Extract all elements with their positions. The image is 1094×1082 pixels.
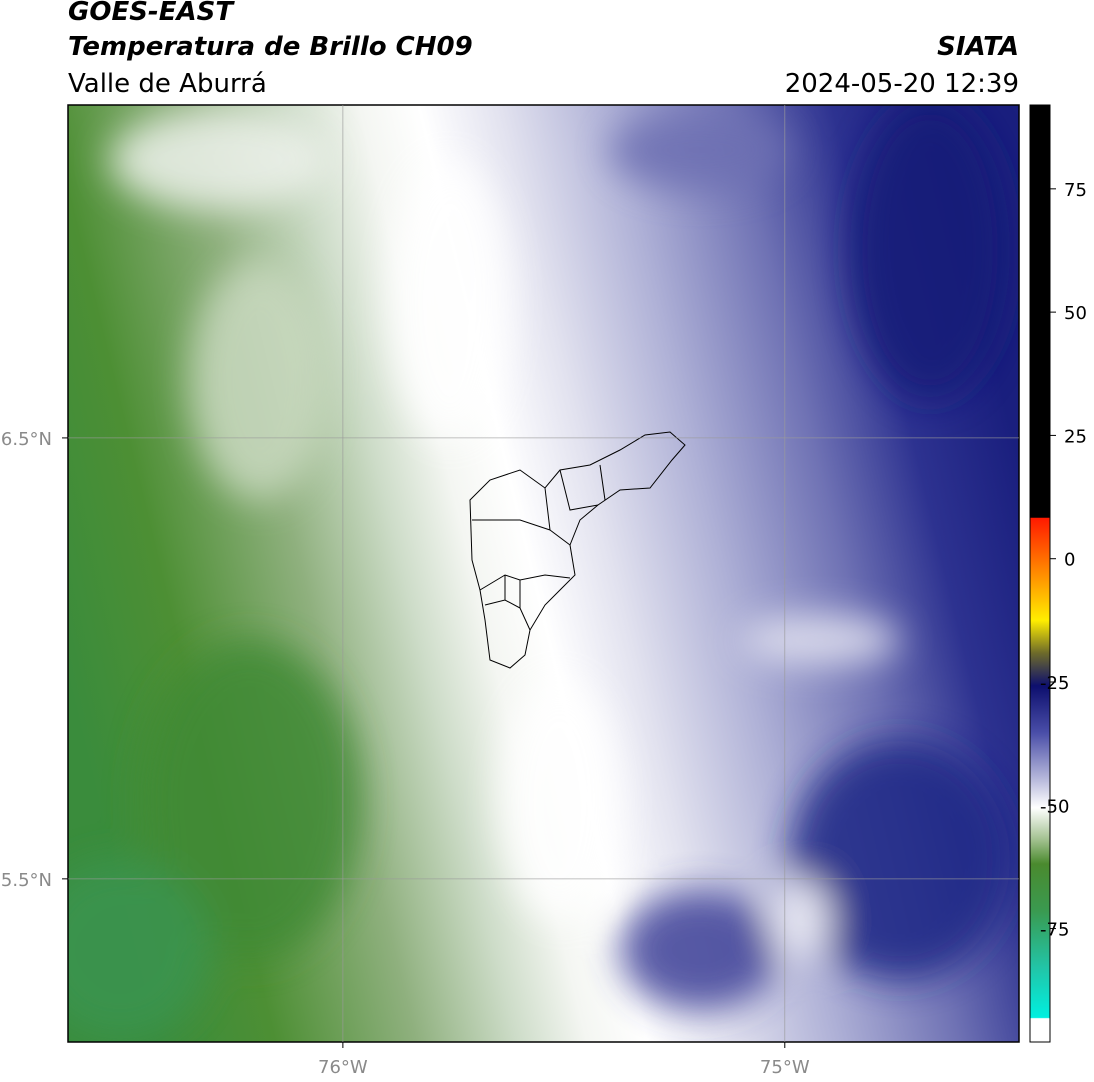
colorbar-tick-label: 75	[1064, 180, 1087, 201]
y-tick-label: 6.5°N	[1, 429, 52, 450]
datetime: 2024-05-20 12:39	[785, 69, 1019, 99]
map-image	[68, 105, 1019, 1042]
title: GOES-EAST	[68, 0, 235, 27]
colorbar-tick-label: 50	[1064, 303, 1087, 324]
subtitle: Temperatura de Brillo CH09	[68, 32, 473, 62]
colorbar-tick-label: -50	[1040, 796, 1069, 817]
y-tick-label: 5.5°N	[1, 870, 52, 891]
colorbar-tick-label: 25	[1064, 426, 1087, 447]
municipal-boundaries	[469, 431, 686, 669]
colorbar-tick-label: -75	[1040, 920, 1069, 941]
map-frame	[67, 104, 1020, 1043]
source: SIATA	[937, 32, 1019, 62]
x-tick-label: 75°W	[760, 1057, 810, 1078]
colorbar-tick-label: -25	[1040, 673, 1069, 694]
colorbar	[1029, 104, 1051, 1043]
region: Valle de Aburrá	[68, 69, 267, 99]
colorbar-tick-label: 0	[1064, 550, 1075, 571]
x-tick-label: 76°W	[318, 1057, 368, 1078]
